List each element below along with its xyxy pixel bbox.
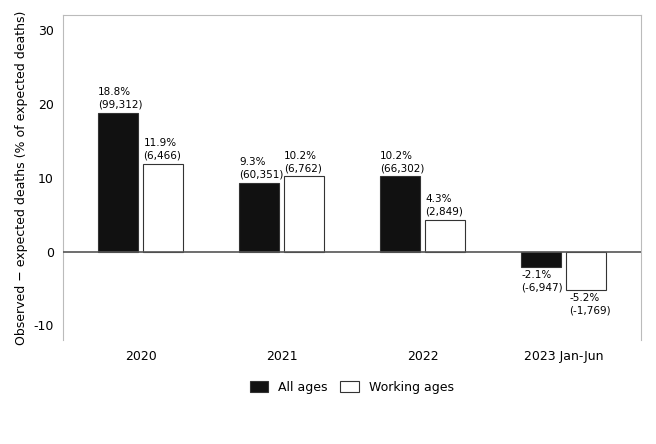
Bar bbox=[239, 183, 279, 252]
Text: 9.3%
(60,351): 9.3% (60,351) bbox=[239, 158, 283, 180]
Text: -2.1%
(-6,947): -2.1% (-6,947) bbox=[521, 270, 563, 293]
Text: 4.3%
(2,849): 4.3% (2,849) bbox=[425, 194, 463, 217]
Bar bbox=[566, 252, 605, 290]
Legend: All ages, Working ages: All ages, Working ages bbox=[245, 376, 459, 399]
Text: 10.2%
(66,302): 10.2% (66,302) bbox=[380, 151, 424, 173]
Text: -5.2%
(-1,769): -5.2% (-1,769) bbox=[569, 293, 611, 315]
Bar bbox=[521, 252, 561, 267]
Bar bbox=[284, 176, 324, 252]
Bar bbox=[98, 113, 138, 252]
Y-axis label: Observed − expected deaths (% of expected deaths): Observed − expected deaths (% of expecte… bbox=[15, 10, 28, 345]
Bar bbox=[143, 163, 183, 252]
Text: 11.9%
(6,466): 11.9% (6,466) bbox=[143, 138, 181, 161]
Text: 10.2%
(6,762): 10.2% (6,762) bbox=[284, 151, 322, 173]
Bar bbox=[380, 176, 420, 252]
Bar bbox=[425, 220, 464, 252]
Text: 18.8%
(99,312): 18.8% (99,312) bbox=[98, 87, 143, 110]
